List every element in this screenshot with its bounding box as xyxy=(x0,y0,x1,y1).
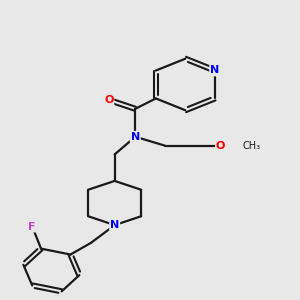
Text: N: N xyxy=(210,65,219,76)
Text: O: O xyxy=(104,95,113,105)
Text: F: F xyxy=(28,222,36,232)
Text: CH₃: CH₃ xyxy=(243,141,261,151)
Text: N: N xyxy=(110,220,119,230)
Text: O: O xyxy=(216,141,225,151)
Text: N: N xyxy=(131,132,140,142)
